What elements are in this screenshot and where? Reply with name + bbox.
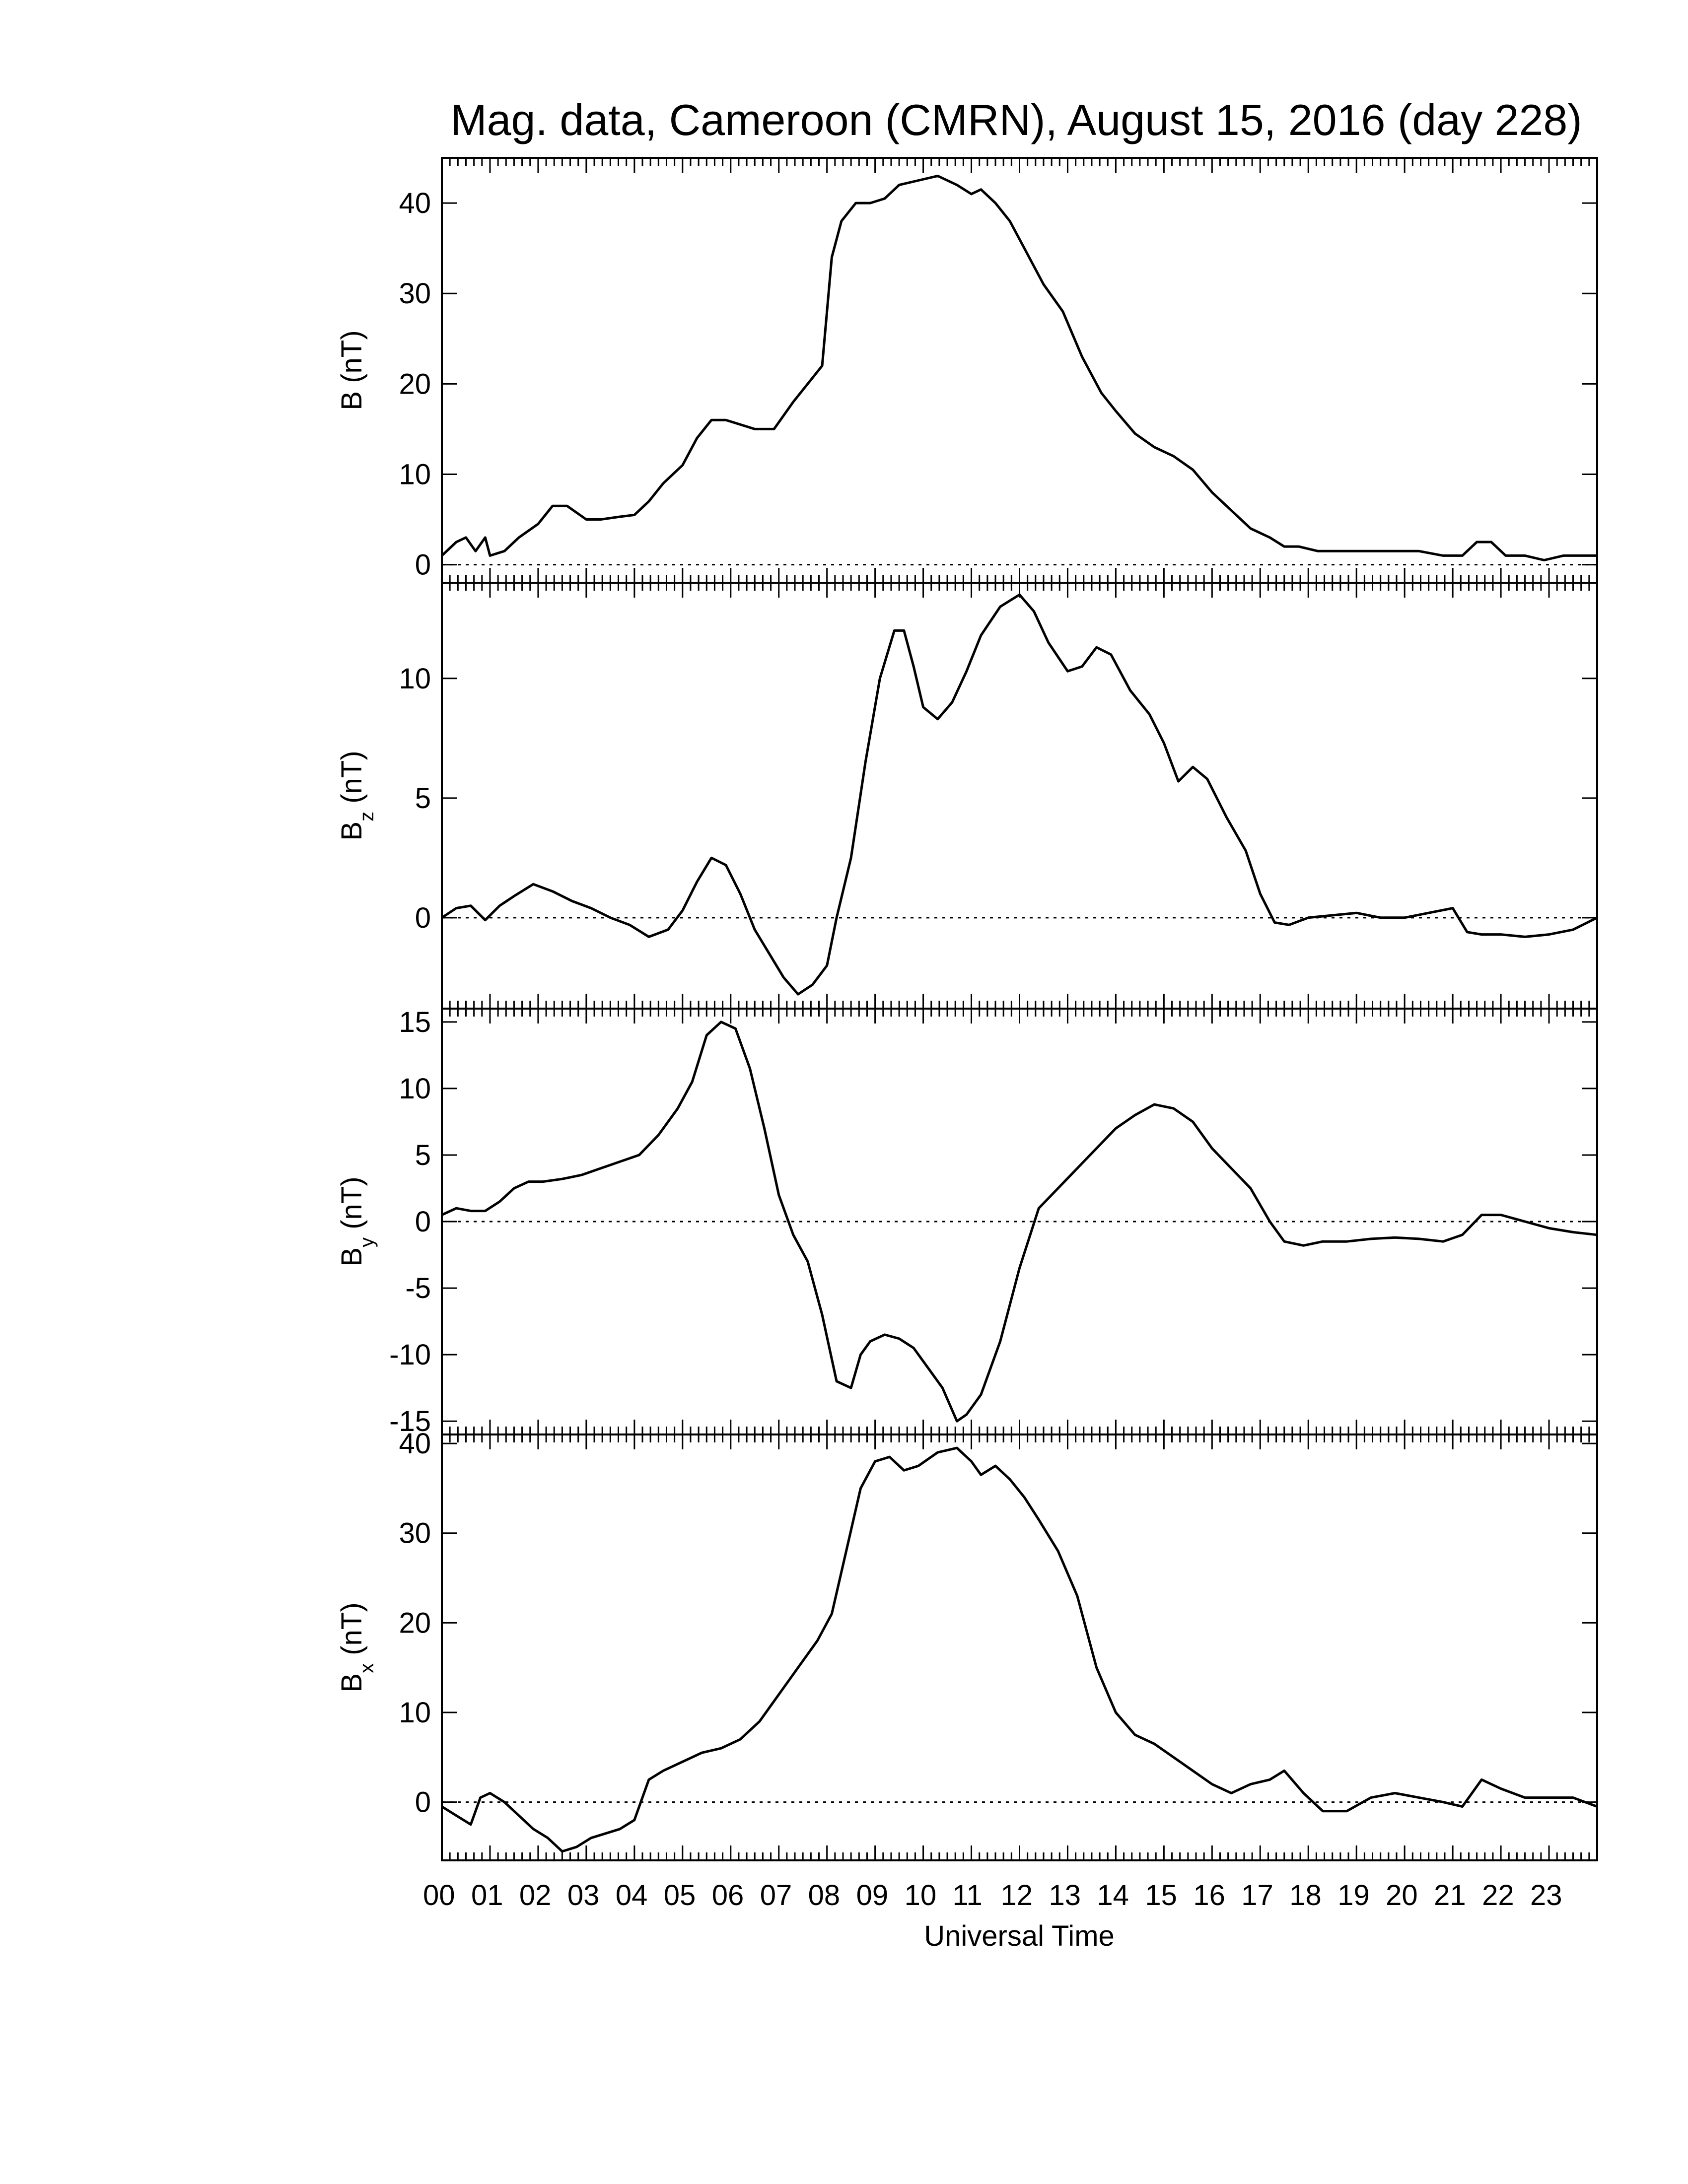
panel-frame	[441, 582, 1598, 1010]
y-tick-label: 0	[415, 1206, 431, 1238]
y-tick-label: 30	[399, 1517, 431, 1550]
y-axis-label-unit: (nT)	[336, 1602, 368, 1663]
series-line-3	[441, 1446, 1598, 1853]
panel-frame	[441, 1433, 1598, 1861]
y-axis-label-main: B	[336, 1247, 368, 1267]
y-axis-label: Bz (nT)	[336, 751, 378, 840]
y-tick-label: 30	[399, 277, 431, 310]
y-tick-label: -15	[389, 1405, 431, 1437]
x-tick-label: 09	[856, 1879, 889, 1911]
x-tick-label: 01	[471, 1879, 503, 1911]
y-axis-label: Bx (nT)	[336, 1602, 378, 1692]
series-line-2	[441, 1021, 1598, 1423]
panel-2: -15 -10 -5 0 5 10 15 By (nT)	[336, 1006, 1598, 1437]
x-tick-label: 18	[1289, 1879, 1322, 1911]
y-axis-label-unit: (nT)	[336, 1176, 368, 1237]
y-tick-label: 20	[399, 368, 431, 400]
panel-1: 0 5 10 Bz (nT)	[336, 582, 1598, 1010]
x-axis-label: Universal Time	[924, 1920, 1115, 1952]
y-tick-label: 20	[399, 1607, 431, 1639]
y-axis-label-subscript: z	[356, 812, 378, 821]
series-line-1	[441, 593, 1598, 996]
y-axis-label-unit: (nT)	[336, 751, 368, 811]
x-tick-label: 23	[1530, 1879, 1562, 1911]
y-tick-label: 0	[415, 1786, 431, 1819]
y-tick-label: 10	[399, 458, 431, 490]
panel-0: 0 10 20 30 40 B (nT)	[336, 157, 1598, 584]
x-tick-label: 14	[1097, 1879, 1129, 1911]
x-tick-label: 10	[905, 1879, 937, 1911]
y-tick-label: 5	[415, 782, 431, 815]
y-axis-label-subscript: x	[356, 1663, 378, 1673]
x-tick-label: 04	[616, 1879, 648, 1911]
y-axis-label-unit: (nT)	[336, 330, 368, 391]
y-axis-label: By (nT)	[336, 1176, 378, 1266]
y-tick-label: 0	[415, 902, 431, 934]
y-tick-label: 10	[399, 1697, 431, 1729]
x-tick-label: 17	[1241, 1879, 1273, 1911]
panel-frame	[441, 1008, 1598, 1435]
y-axis-label: B (nT)	[336, 330, 368, 410]
y-axis-label-main: B	[336, 391, 368, 410]
x-tick-label: 08	[808, 1879, 841, 1911]
x-tick-label: 16	[1193, 1879, 1225, 1911]
panel-3: 0 10 20 30 40 Bx (nT)	[336, 1428, 1598, 1861]
y-tick-label: 10	[399, 1073, 431, 1105]
x-tick-label: 15	[1145, 1879, 1177, 1911]
x-tick-label: 11	[953, 1879, 983, 1911]
chart-title: Mag. data, Cameroon (CMRN), August 15, 2…	[450, 95, 1582, 144]
y-tick-label: 40	[399, 1428, 431, 1460]
y-tick-label: -5	[405, 1272, 431, 1304]
panel-frame	[441, 157, 1598, 584]
x-tick-label: 12	[1001, 1879, 1033, 1911]
y-axis-label-main: B	[336, 821, 368, 841]
x-tick-label: 00	[423, 1879, 455, 1911]
x-tick-label: 20	[1386, 1879, 1418, 1911]
x-tick-label: 21	[1434, 1879, 1466, 1911]
y-axis-label-subscript: y	[356, 1237, 378, 1247]
x-tick-label: 07	[760, 1879, 792, 1911]
x-tick-label: 19	[1337, 1879, 1370, 1911]
series-line-0	[441, 174, 1597, 561]
y-tick-label: 40	[399, 187, 431, 219]
y-tick-label: 15	[399, 1006, 431, 1038]
y-tick-label: -10	[389, 1339, 431, 1371]
x-tick-label: 05	[664, 1879, 696, 1911]
x-tick-label: 13	[1049, 1879, 1081, 1911]
x-tick-label: 06	[712, 1879, 744, 1911]
x-tick-label: 02	[519, 1879, 552, 1911]
y-tick-label: 10	[399, 663, 431, 695]
x-tick-label: 22	[1482, 1879, 1514, 1911]
y-axis-label-main: B	[336, 1673, 368, 1693]
y-tick-label: 0	[415, 549, 431, 581]
y-tick-label: 5	[415, 1139, 431, 1171]
x-tick-label: 03	[567, 1879, 600, 1911]
